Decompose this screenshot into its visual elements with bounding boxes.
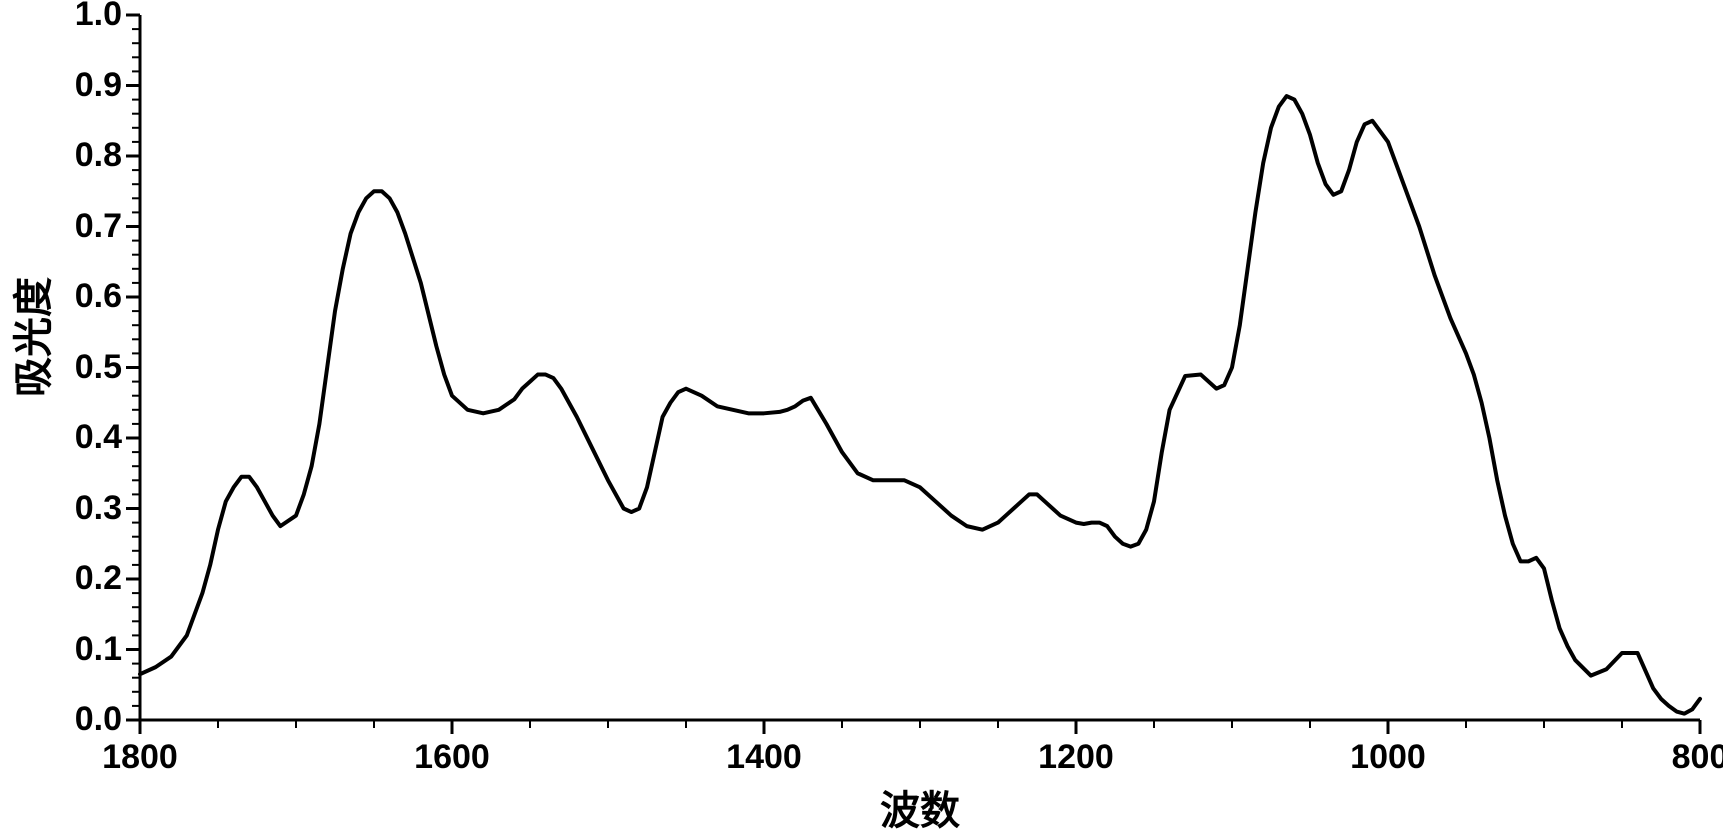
x-axis-label: 波数 — [870, 778, 970, 836]
x-tick-label: 800 — [1655, 738, 1723, 777]
y-tick-label: 1.0 — [75, 0, 122, 34]
y-tick-label: 0.6 — [75, 277, 122, 316]
y-tick-label: 0.8 — [75, 136, 122, 175]
y-tick-label: 0.0 — [75, 700, 122, 739]
x-tick-label: 1000 — [1343, 738, 1433, 777]
y-tick-label: 0.9 — [75, 66, 122, 105]
y-tick-label: 0.3 — [75, 489, 122, 528]
y-tick-label: 0.1 — [75, 630, 122, 669]
y-tick-label: 0.7 — [75, 207, 122, 246]
y-axis-label: 吸光度 — [1, 357, 59, 397]
x-tick-label: 1200 — [1031, 738, 1121, 777]
x-tick-label: 1400 — [719, 738, 809, 777]
spectrum-chart: 吸光度 波数 1800 1600 1400 1200 1000 800 0.0 0.1 0.2 0… — [0, 0, 1723, 833]
y-tick-label: 0.5 — [75, 348, 122, 387]
y-tick-label: 0.4 — [75, 418, 122, 457]
x-tick-label: 1600 — [407, 738, 497, 777]
x-tick-label: 1800 — [95, 738, 185, 777]
chart-svg — [0, 0, 1723, 833]
y-tick-label: 0.2 — [75, 559, 122, 598]
